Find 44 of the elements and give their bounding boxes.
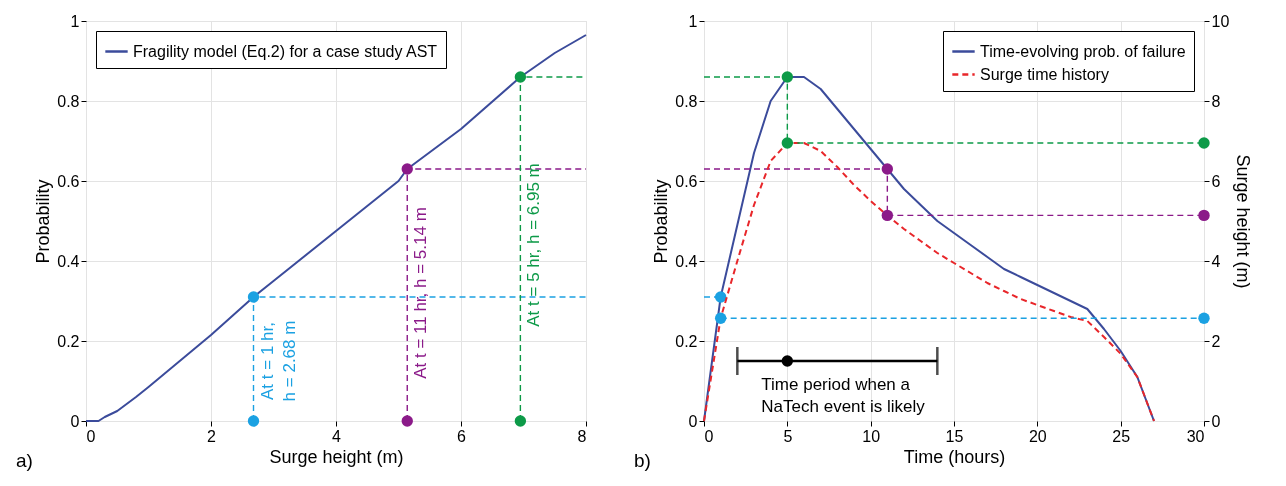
y-tick-label: 1 [688,12,698,30]
x-tick-label: 8 [577,427,587,445]
x-tick-label: 0 [86,427,96,445]
y2-axis-title: Surge height (m) [1233,154,1254,289]
text: b) [634,450,651,471]
x-tick-label: 4 [332,427,342,445]
x-axis-title: Time (hours) [903,446,1006,467]
y2-tick-label: 0 [1211,412,1221,430]
y2-tick-label: 6 [1211,172,1221,190]
x-tick-label: 20 [1028,427,1047,445]
y-tick-label: 0.4 [57,252,80,270]
y-tick-label: 0 [70,412,80,430]
y2-tick-label: 10 [1211,12,1230,30]
annotation: At t = 1 hr, h = 2.68 m [257,320,299,402]
y2-tick-label: 2 [1211,332,1221,350]
x-tick-label: 6 [457,427,467,445]
y2-tick-label: 4 [1211,252,1221,270]
x-tick-label: 10 [862,427,881,445]
x-tick-label: 5 [783,427,793,445]
y-tick-label: 0.4 [675,252,698,270]
x-axis-title: Surge height (m) [269,446,404,467]
x-tick-label: 0 [704,427,714,445]
y2-tick-label: 8 [1211,92,1221,110]
legend-label: Surge time history [980,65,1109,83]
y-tick-label: 0.8 [675,92,698,110]
annotation: At t = 11 hr, h = 5.14 m [411,207,431,379]
legend-label: Time-evolving prob. of failure [980,42,1186,60]
legend-label: Fragility model (Eq.2) for a case study AST [133,42,438,60]
x-tick-label: 25 [1112,427,1131,445]
y-axis-title: Probability [33,179,54,264]
y-tick-label: 0.6 [57,172,80,190]
y-axis-title: Probability [651,179,672,264]
x-tick-label: 2 [207,427,217,445]
text: a) [16,450,33,471]
y-tick-label: 0 [688,412,698,430]
annotation: At t = 5 hr, h = 6.95 m [524,163,544,327]
x-tick-label: 15 [945,427,964,445]
y-tick-label: 0.6 [675,172,698,190]
y-tick-label: 0.8 [57,92,80,110]
y-tick-label: 0.2 [57,332,80,350]
y-tick-label: 1 [70,12,80,30]
annotation: Time period when a NaTech event is likely [761,375,926,416]
y-tick-label: 0.2 [675,332,698,350]
x-tick-label: 30 [1186,427,1205,445]
